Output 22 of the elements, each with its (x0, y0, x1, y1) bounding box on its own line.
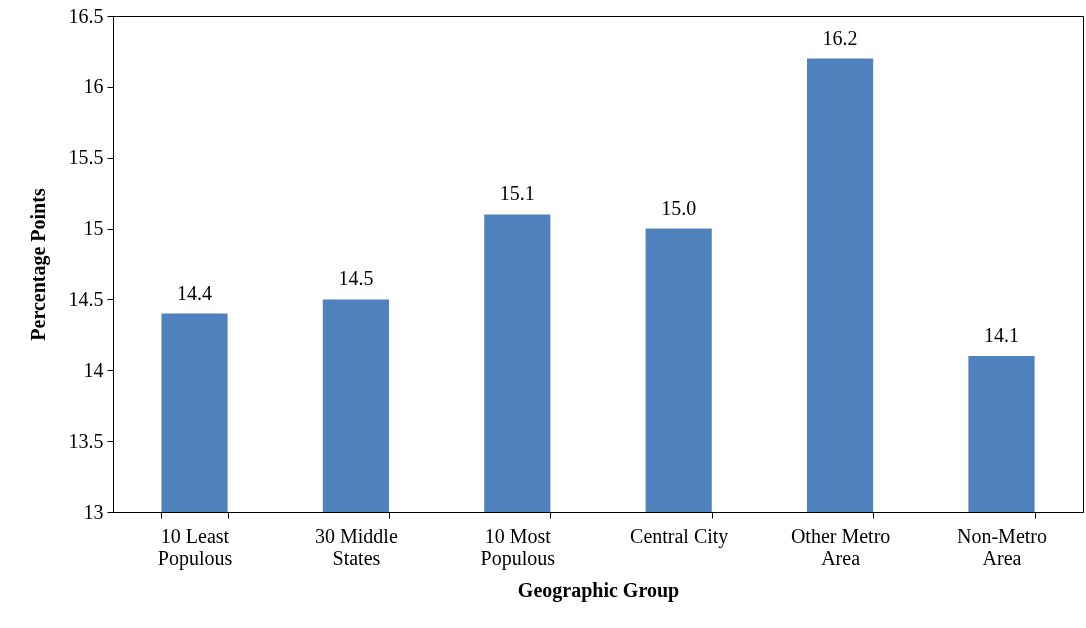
x-tick-label: 10 Most Populous (480, 524, 556, 570)
data-label: 14.1 (983, 324, 1019, 347)
y-tick-label: 15.5 (68, 146, 104, 169)
y-tick-label: 14.5 (68, 287, 104, 310)
x-tick-label: 10 Least Populous (157, 524, 233, 570)
y-tick-label: 15 (83, 217, 104, 240)
x-tick-label: Central City (630, 524, 729, 548)
y-tick-label: 16.5 (68, 4, 104, 27)
x-tick-label: Non-Metro Area (957, 524, 1047, 569)
y-tick-label: 13 (83, 500, 104, 523)
x-axis-title: Geographic Group (517, 578, 680, 602)
data-label: 14.4 (177, 281, 213, 304)
y-axis-title: Percentage Points (26, 188, 50, 341)
x-tick-label: Other Metro Area (790, 524, 891, 569)
data-label: 14.5 (338, 267, 374, 290)
data-label: 16.2 (822, 26, 858, 49)
data-label: 15.0 (661, 196, 697, 219)
y-tick-label: 16 (83, 75, 104, 98)
y-tick-label: 13.5 (68, 429, 104, 452)
x-tick-label: 30 Middle States (315, 524, 398, 569)
y-tick-label: 14 (83, 358, 104, 381)
data-label: 15.1 (499, 182, 535, 205)
